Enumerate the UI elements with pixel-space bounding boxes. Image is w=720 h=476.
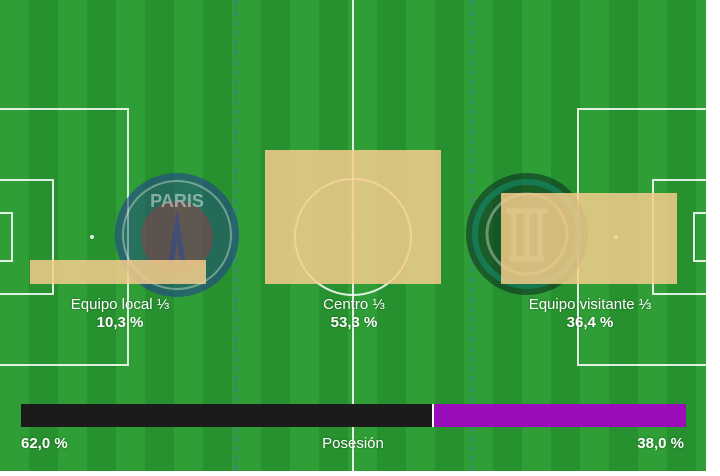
psg-crest-text: PARIS [150, 191, 204, 211]
zone-name-center: Centro ⅓ [323, 296, 385, 313]
third-divider-left [235, 0, 237, 471]
zone-name-away: Equipo visitante ⅓ [528, 296, 652, 313]
possession-bar-separator [432, 404, 434, 427]
left-penalty-area [0, 108, 129, 366]
zone-bar-away-third [501, 193, 677, 284]
possession-bar [21, 404, 686, 427]
left-goal-area [0, 179, 54, 295]
possession-bar-away [433, 404, 686, 427]
psg-crest-svg: PARIS [122, 180, 232, 290]
possession-away-value: 38,0 % [637, 435, 684, 452]
zone-bar-center-third [265, 150, 441, 284]
possession-bar-home [21, 404, 433, 427]
left-penalty-spot [90, 235, 94, 239]
zone-label-away-third: Equipo visitante ⅓ 36,4 % [500, 296, 680, 332]
zone-bar-home-third [30, 260, 206, 284]
zone-value-center: 53,3 % [330, 314, 378, 331]
left-goal [0, 212, 13, 262]
possession-home-value: 62,0 % [21, 435, 68, 452]
right-goal [693, 212, 706, 262]
zone-value-away: 36,4 % [566, 314, 614, 331]
zone-value-home: 10,3 % [96, 314, 144, 331]
zone-name-home: Equipo local ⅓ [70, 296, 170, 313]
possession-label: Posesión [322, 435, 384, 452]
zone-label-center-third: Centro ⅓ 53,3 % [274, 296, 434, 332]
football-pitch: PARIS Equipo local ⅓ 10,3 % Centro ⅓ 53,… [0, 0, 706, 471]
zone-label-home-third: Equipo local ⅓ 10,3 % [40, 296, 200, 332]
